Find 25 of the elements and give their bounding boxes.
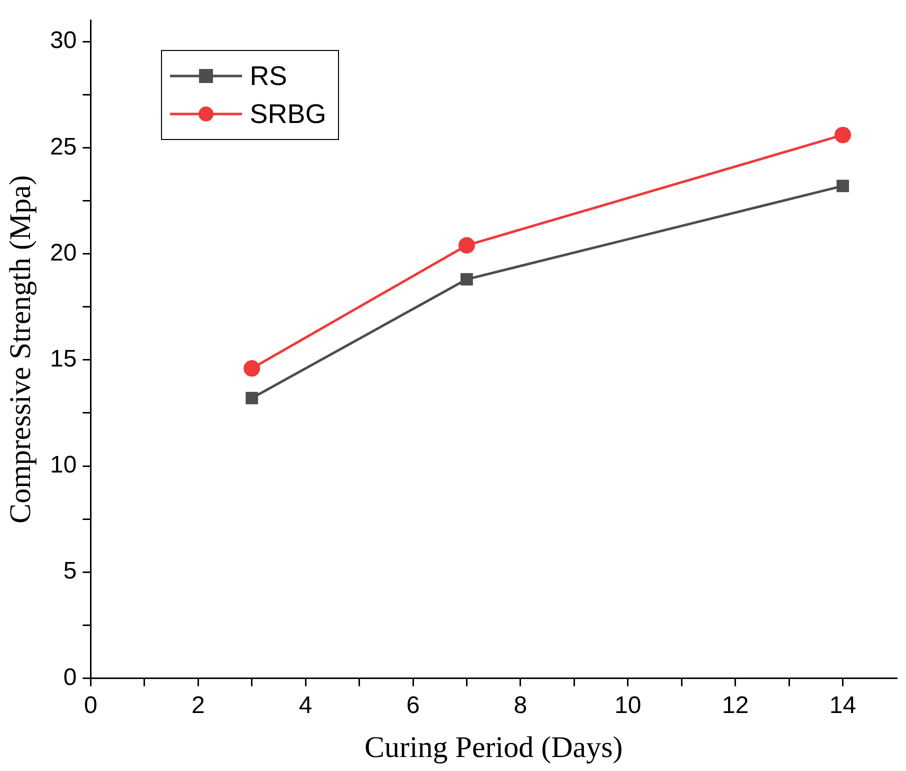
point xyxy=(244,360,260,377)
y-tick-label: 30 xyxy=(50,27,77,54)
y-tick-label: 15 xyxy=(50,346,77,373)
x-axis-title: Curing Period (Days) xyxy=(364,730,623,764)
point xyxy=(836,180,849,192)
x-tick-label: 10 xyxy=(614,692,642,720)
point xyxy=(246,392,258,404)
y-tick-label: 20 xyxy=(50,239,77,266)
x-tick-label: 6 xyxy=(406,692,420,720)
y-axis-title: Compressive Strength (Mpa) xyxy=(4,175,37,524)
point xyxy=(460,273,473,286)
y-tick-label: 5 xyxy=(63,558,77,585)
y-tick-label: 25 xyxy=(50,133,77,160)
x-tick-label: 0 xyxy=(84,692,98,720)
y-tick-label: 0 xyxy=(63,664,77,691)
point xyxy=(834,126,852,144)
point xyxy=(458,237,475,254)
x-tick-label: 2 xyxy=(191,692,205,720)
x-tick-label: 12 xyxy=(722,692,749,720)
x-tick-label: 14 xyxy=(829,692,856,720)
legend-label: SRBG xyxy=(250,98,326,130)
y-tick-label: 10 xyxy=(50,452,77,479)
legend-label: RS xyxy=(250,60,288,92)
x-tick-label: 4 xyxy=(298,692,312,720)
x-tick-label: 8 xyxy=(514,692,528,720)
